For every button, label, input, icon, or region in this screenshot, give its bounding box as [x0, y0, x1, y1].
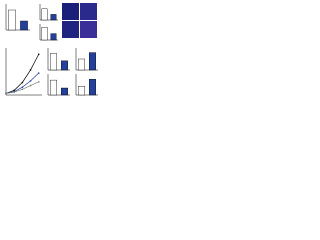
point: [29, 80, 32, 82]
micrograph: [80, 3, 97, 20]
point: [13, 91, 15, 93]
bar: [50, 33, 57, 41]
point: [13, 89, 15, 92]
figure: [5, 3, 98, 96]
point: [29, 69, 32, 71]
point: [5, 92, 7, 95]
point: [21, 81, 24, 84]
axis: [5, 48, 42, 96]
bar: [50, 53, 58, 71]
bar: [88, 52, 96, 71]
bar: [88, 79, 96, 96]
micrograph: [80, 21, 97, 38]
bar: [41, 27, 48, 41]
bar: [20, 20, 28, 31]
bar: [41, 8, 48, 21]
bar: [61, 87, 69, 96]
bar: [50, 79, 58, 96]
point: [29, 84, 32, 87]
point: [37, 53, 40, 56]
micrograph: [62, 21, 79, 38]
microscopy-panel: [62, 3, 97, 38]
point: [21, 86, 24, 88]
bar: [77, 86, 85, 96]
bar: [77, 58, 85, 71]
bar: [8, 9, 16, 31]
point: [37, 81, 40, 83]
bar: [50, 14, 57, 21]
point: [37, 72, 40, 74]
micrograph: [62, 3, 79, 20]
bar: [61, 60, 69, 71]
point: [21, 88, 24, 91]
